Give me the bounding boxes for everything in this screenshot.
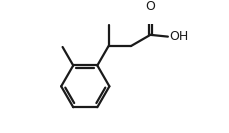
Text: O: O: [145, 0, 155, 13]
Text: OH: OH: [168, 30, 187, 43]
